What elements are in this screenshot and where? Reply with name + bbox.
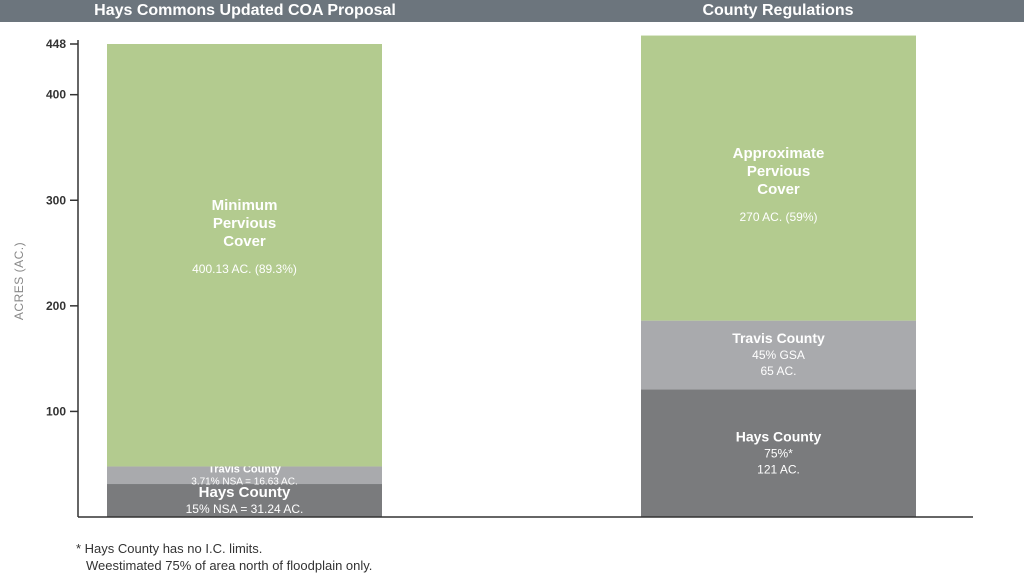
bar-2-travis-label-line-1: Travis County	[732, 330, 825, 346]
header-bar	[0, 0, 1024, 22]
bar-1-travis-label-line-1: Travis County	[208, 464, 282, 476]
bar-2-hays-label-line-2: 75%*	[764, 446, 793, 460]
bar-1-hays-label-line-1: Hays County	[199, 484, 291, 501]
bar-2-pervious-segment	[641, 35, 916, 321]
bar-1-pervious-label-line-2: Pervious	[213, 215, 276, 232]
bar-2-travis-label-line-2: 45% GSA	[752, 348, 805, 362]
bar-2-travis-segment	[641, 320, 916, 390]
footnote-line-2: Weestimated 75% of area north of floodpl…	[86, 558, 373, 573]
footnote-line-1: * Hays County has no I.C. limits.	[76, 541, 263, 556]
bar-2-hays-label-line-1: Hays County	[736, 428, 822, 444]
left-panel-title: Hays Commons Updated COA Proposal	[94, 2, 396, 19]
bar-2-hays-label-line-3: 121 AC.	[757, 462, 800, 476]
bar-2-travis-label-line-3: 65 AC.	[760, 364, 796, 378]
bar-2-pervious-label-line-1: Approximate	[733, 145, 825, 162]
bar-2-pervious-label-line-3: Cover	[757, 181, 800, 198]
bar-1-travis-label-line-2: 3.71% NSA = 16.63 AC.	[191, 477, 297, 488]
y-tick-label-400: 400	[46, 88, 66, 102]
bar-2-pervious-label-line-2: Pervious	[747, 163, 810, 180]
y-tick-label-100: 100	[46, 404, 66, 418]
bar-1-hays-segment	[107, 484, 382, 517]
y-tick-label-200: 200	[46, 299, 66, 313]
footnote: * Hays County has no I.C. limits. Weesti…	[76, 540, 372, 574]
bar-1-travis-segment	[107, 466, 382, 485]
bar-1-pervious-label-line-1: Minimum	[212, 197, 278, 214]
right-panel-title: County Regulations	[702, 2, 854, 19]
bar-1-hays-label-line-2: 15% NSA = 31.24 AC.	[186, 502, 304, 516]
bar-2-pervious-label-line-4: 270 AC. (59%)	[739, 210, 817, 224]
y-tick-label-448: 448	[46, 37, 66, 51]
bar-1-pervious-segment	[107, 44, 382, 467]
bar-1-pervious-label-line-3: Cover	[223, 233, 266, 250]
y-axis-label: ACRES (AC.)	[12, 242, 26, 320]
bar-2-hays-segment	[641, 389, 916, 517]
bar-1-pervious-label-line-4: 400.13 AC. (89.3%)	[192, 262, 297, 276]
y-tick-label-300: 300	[46, 193, 66, 207]
